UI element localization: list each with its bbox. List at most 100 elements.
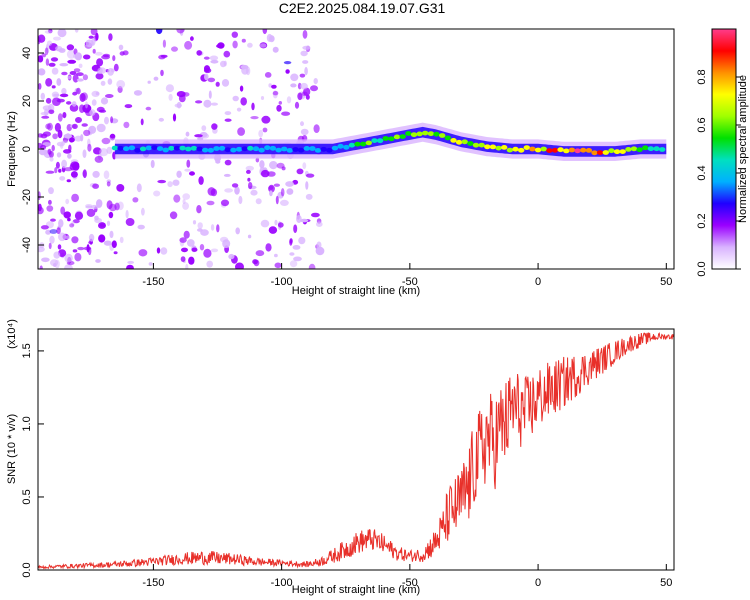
noise-speck [45, 97, 52, 104]
noise-speck [141, 207, 145, 216]
noise-speck [313, 124, 320, 133]
noise-speck [103, 170, 110, 179]
noise-speck [241, 38, 246, 43]
noise-speck [114, 202, 120, 211]
noise-speck [176, 170, 182, 178]
noise-speck [240, 97, 247, 106]
ridge-blob [365, 140, 372, 146]
noise-speck [293, 224, 298, 233]
noise-speck [41, 115, 50, 119]
noise-speck [123, 121, 130, 129]
noise-speck [79, 104, 85, 113]
noise-speck [90, 29, 98, 36]
noise-speck [255, 198, 262, 205]
noise-speck [210, 224, 215, 231]
ridge-blob [546, 148, 553, 154]
ridge-blob [506, 147, 514, 153]
ridge-blob [518, 147, 525, 153]
noise-speck [91, 99, 97, 106]
noise-speck [268, 83, 273, 88]
noise-speck [72, 91, 78, 96]
ridge-blob [433, 131, 440, 137]
noise-speck [72, 123, 78, 129]
noise-speck [203, 56, 210, 60]
ridge-blob [286, 148, 293, 153]
ridge-blob [162, 147, 169, 153]
noise-speck [300, 82, 308, 90]
ridge-blob [230, 147, 237, 153]
noise-speck [148, 262, 153, 266]
ridge-blob [410, 132, 418, 138]
noise-speck [48, 187, 54, 195]
noise-speck [48, 199, 52, 205]
noise-speck [174, 103, 182, 108]
noise-speck [276, 162, 285, 169]
noise-speck [54, 167, 58, 174]
noise-speck [61, 87, 67, 95]
snr-series-line [38, 332, 674, 570]
noise-speck [204, 65, 210, 73]
noise-speck [73, 68, 81, 73]
noise-speck [99, 223, 106, 227]
spectrogram-ridge [111, 122, 667, 161]
ridge-blob [139, 146, 147, 152]
noise-speck [158, 117, 164, 122]
noise-speck [59, 176, 66, 181]
noise-speck [292, 245, 301, 250]
noise-speck [66, 44, 75, 51]
noise-speck [160, 69, 164, 77]
noise-speck [316, 221, 323, 227]
noise-speck [188, 256, 195, 265]
noise-speck [98, 234, 106, 243]
noise-speck [275, 195, 279, 205]
noise-speck [70, 171, 78, 178]
noise-speck [106, 200, 113, 210]
noise-speck [210, 248, 219, 253]
ridge-blob [360, 141, 367, 147]
noise-speck [74, 29, 79, 33]
noise-speck [46, 205, 54, 212]
colorbar: 0.0 0.2 0.4 0.6 0.8 Normalized spectral ampl… [696, 28, 749, 277]
noise-speck [302, 60, 309, 64]
noise-speck [313, 78, 318, 85]
ridge-blob [202, 147, 209, 153]
ridge-blob [252, 146, 260, 152]
ridge-blob [416, 131, 423, 137]
noise-speck [61, 140, 69, 144]
noise-speck [53, 251, 61, 259]
noise-speck [189, 171, 195, 176]
ridge-blob [529, 146, 536, 152]
noise-speck [44, 108, 49, 117]
noise-speck [67, 217, 71, 222]
noise-speck [136, 183, 142, 193]
noise-speck [71, 236, 79, 244]
y-tick-label: -40 [21, 237, 33, 253]
noise-speck [255, 157, 260, 163]
noise-speck [59, 93, 69, 98]
noise-speck [286, 96, 292, 104]
noise-speck [39, 265, 43, 269]
noise-speck [55, 45, 63, 52]
noise-speck [268, 226, 278, 234]
ridge-blob [444, 135, 451, 141]
noise-speck [231, 31, 238, 38]
noise-speck [211, 123, 218, 130]
noise-speck [41, 53, 47, 58]
noise-speck [59, 62, 69, 67]
noise-speck [182, 193, 190, 200]
noise-speck [184, 40, 193, 50]
noise-speck [297, 92, 303, 101]
noise-speck [56, 152, 62, 158]
noise-speck [186, 159, 191, 168]
noise-speck [235, 262, 244, 269]
noise-speck [239, 85, 244, 92]
noise-speck [300, 128, 309, 136]
ridge-blob [422, 130, 429, 136]
noise-speck [231, 183, 239, 188]
noise-speck [172, 179, 180, 186]
noise-speck [97, 67, 107, 74]
noise-speck [221, 79, 230, 87]
noise-speck [255, 250, 265, 257]
snr-frame [37, 328, 675, 571]
noise-speck [49, 235, 55, 244]
